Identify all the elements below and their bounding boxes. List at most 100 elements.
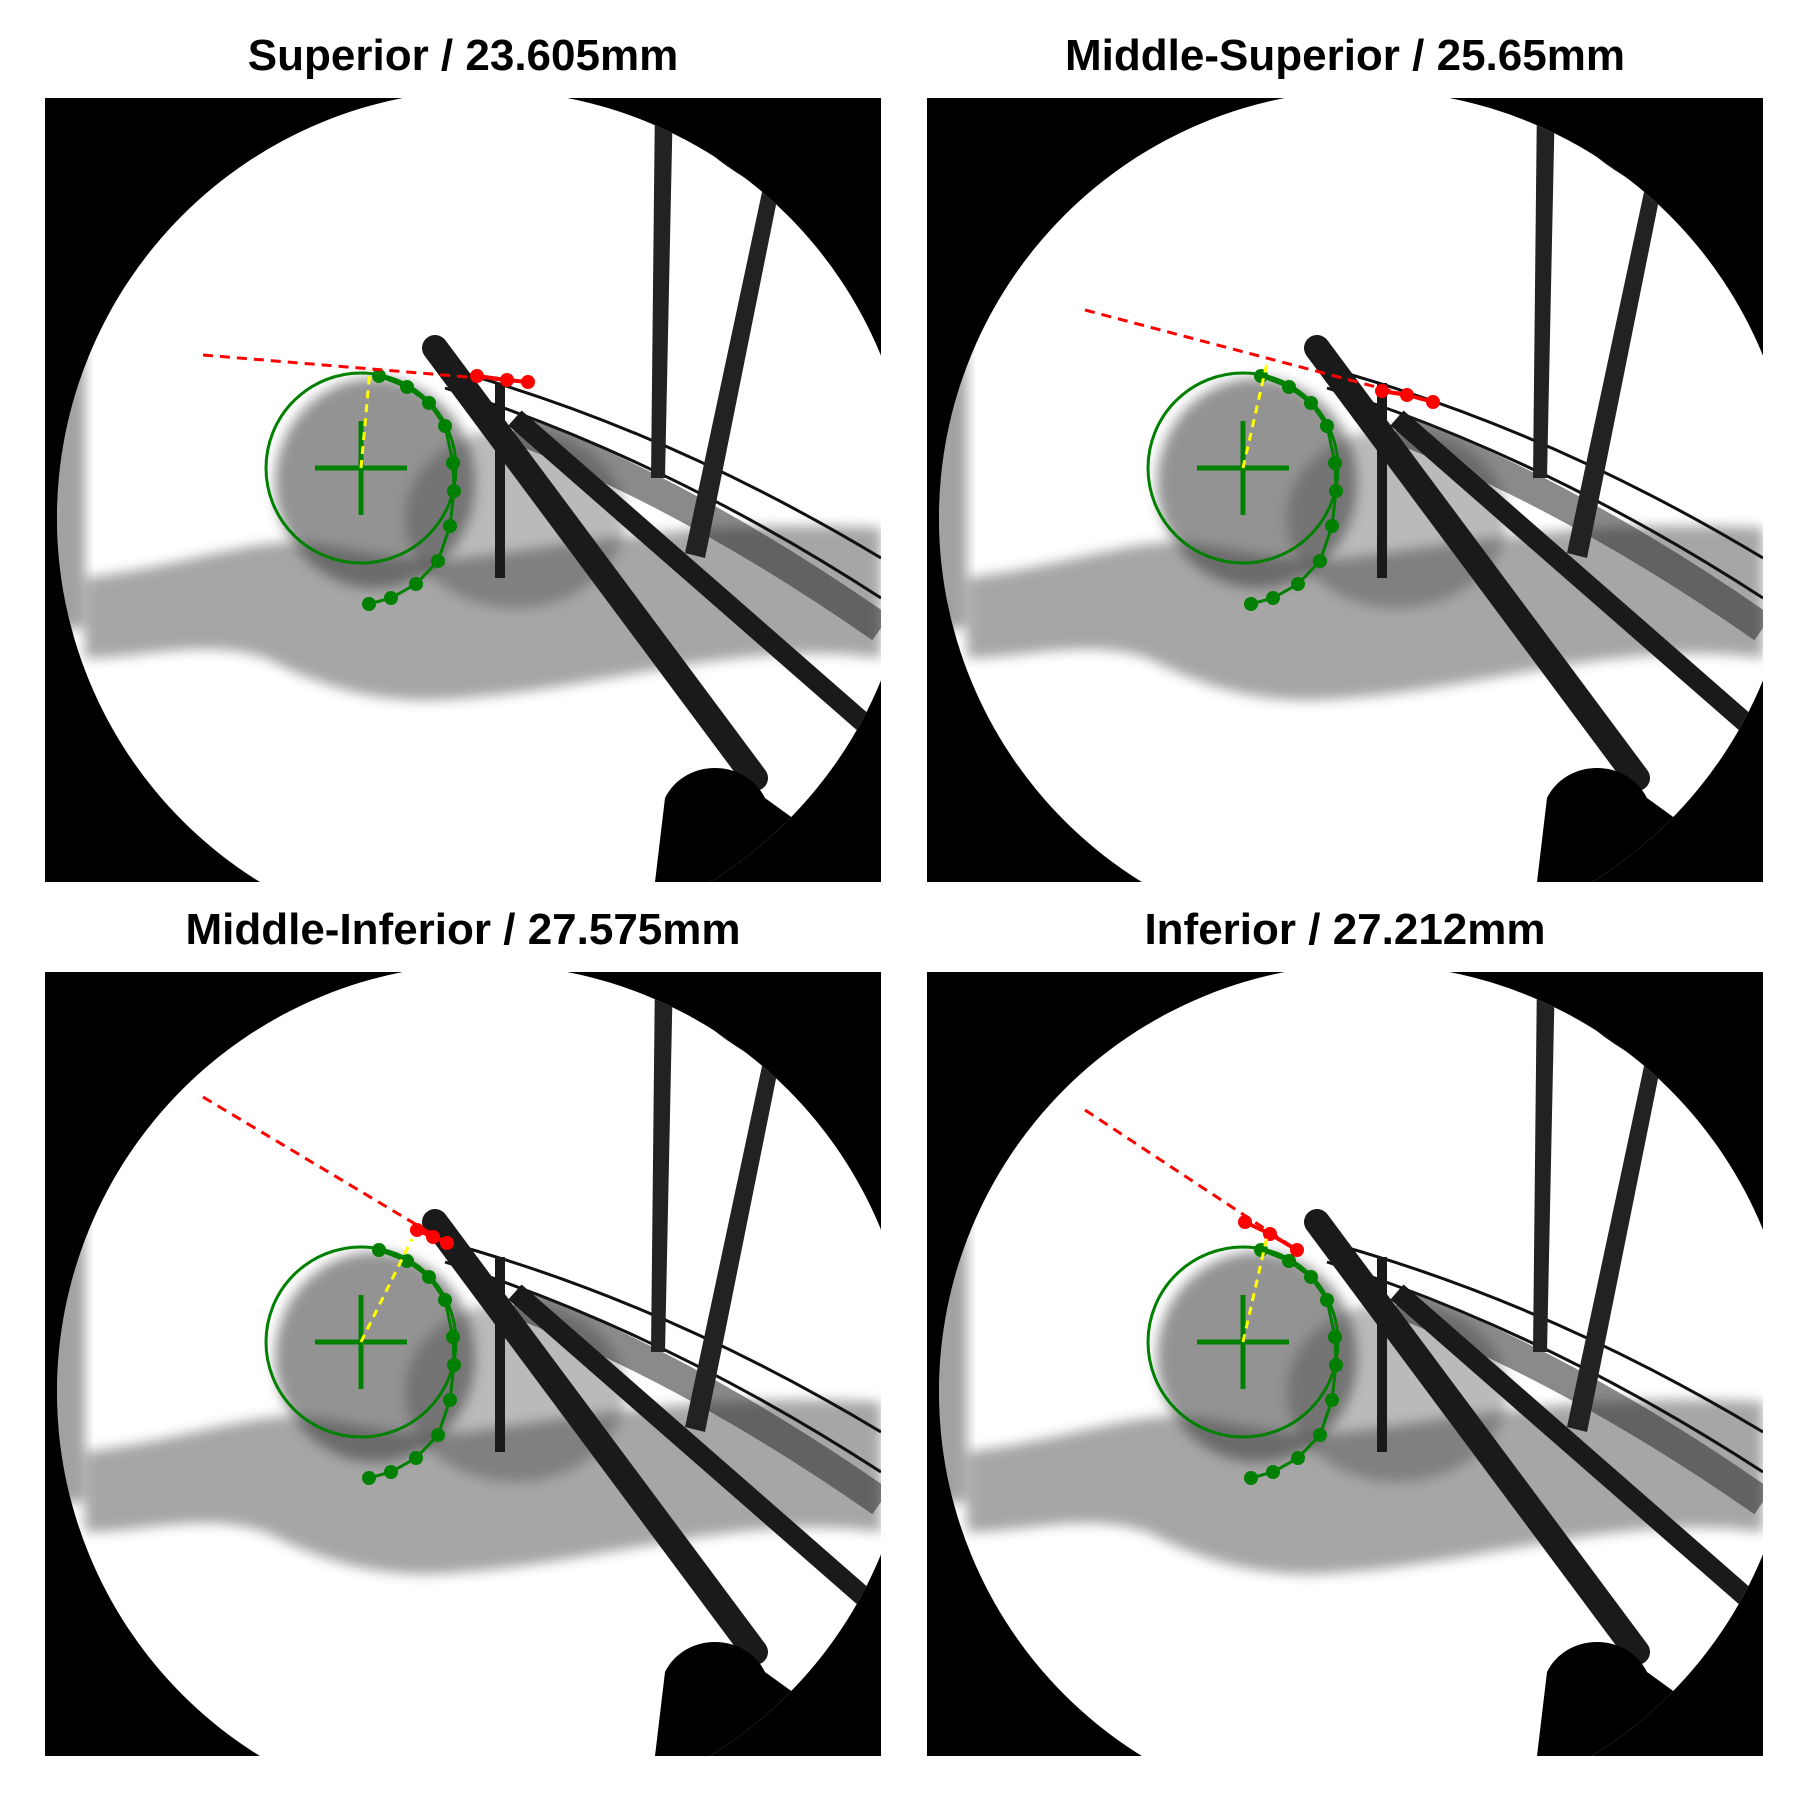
femoral-head-point	[1304, 1270, 1318, 1284]
femoral-head-point	[1328, 1330, 1342, 1344]
femoral-head-point	[1329, 484, 1343, 498]
acetabular-point	[426, 1230, 440, 1244]
femoral-head-point	[400, 1254, 414, 1268]
femoral-head-point	[438, 1293, 452, 1307]
femoral-head-point	[1329, 1358, 1343, 1372]
femoral-head-point	[1266, 591, 1280, 605]
measurement-overlay	[1084, 308, 1440, 611]
rod	[1390, 1284, 1763, 1620]
radius-line	[359, 369, 372, 469]
femoral-head-point	[1320, 419, 1334, 433]
rod	[422, 335, 768, 791]
femoral-head-point	[372, 369, 386, 383]
acetabular-point	[500, 373, 514, 387]
acetabular-point	[1290, 1243, 1304, 1257]
edge-shadow	[57, 1222, 85, 1502]
rod	[1304, 1209, 1650, 1665]
panel-title-middle-superior: Middle-Superior / 25.65mm	[1065, 31, 1625, 80]
acetabular-reference-line	[1084, 1108, 1298, 1252]
acetabular-reference-line	[202, 1095, 448, 1245]
femoral-head-point	[409, 577, 423, 591]
femoral-head-point	[1325, 1393, 1339, 1407]
femoral-head-point	[431, 554, 445, 568]
post	[651, 98, 673, 478]
notch	[1027, 972, 1117, 1062]
femoral-head-point	[1282, 1254, 1296, 1268]
femoral-head-point	[446, 1330, 460, 1344]
femoral-head-point	[1282, 380, 1296, 394]
xray-panel-superior	[45, 98, 881, 882]
post	[685, 178, 781, 558]
measurement-overlay	[202, 1095, 461, 1485]
post	[1533, 972, 1555, 1352]
femoral-head-point	[447, 484, 461, 498]
acetabular-point	[1263, 1227, 1277, 1241]
post	[685, 1052, 781, 1432]
femoral-head-point	[400, 380, 414, 394]
acetabular-point	[521, 375, 535, 389]
acetabular-point	[1426, 395, 1440, 409]
radius-line	[1241, 362, 1269, 469]
panel-title-inferior: Inferior / 27.212mm	[1144, 905, 1546, 954]
notch	[145, 972, 235, 1062]
notch	[1027, 98, 1117, 188]
femoral-head-point	[422, 1270, 436, 1284]
xray-panel-middle-inferior	[45, 972, 881, 1756]
femoral-head-point	[1320, 1293, 1334, 1307]
measurement-overlay	[1084, 1108, 1343, 1485]
xray-panel-middle-superior	[927, 98, 1763, 882]
rod	[508, 410, 881, 746]
xray-image	[939, 972, 1763, 1756]
femoral-head-point	[443, 519, 457, 533]
femoral-head-point	[1313, 1428, 1327, 1442]
edge-shadow	[57, 348, 85, 628]
post	[651, 972, 673, 1352]
femoral-head-point	[362, 597, 376, 611]
femoral-head-point	[422, 396, 436, 410]
femoral-head-point	[1325, 519, 1339, 533]
xray-panel-inferior	[927, 972, 1763, 1756]
post	[1567, 1052, 1663, 1432]
femoral-head-point	[446, 456, 460, 470]
femoral-head-point	[1328, 456, 1342, 470]
rod	[1304, 335, 1650, 791]
rod	[508, 1284, 881, 1620]
post	[1567, 178, 1663, 558]
edge-shadow	[939, 348, 967, 628]
radius-line	[359, 1238, 414, 1343]
acetabular-point	[470, 369, 484, 383]
acetabular-reference-line	[1084, 308, 1434, 404]
femoral-head-point	[1266, 1465, 1280, 1479]
femoral-head-point	[438, 419, 452, 433]
femoral-head-point	[1291, 577, 1305, 591]
femoral-head-point	[431, 1428, 445, 1442]
acetabular-reference-line	[202, 353, 529, 384]
radius-line	[1241, 1236, 1269, 1343]
femoral-head-point	[384, 1465, 398, 1479]
femoral-head-point	[1291, 1451, 1305, 1465]
acetabular-point	[410, 1223, 424, 1237]
femoral-head-point	[447, 1358, 461, 1372]
acetabular-point	[440, 1236, 454, 1250]
xray-image	[939, 98, 1763, 882]
post	[1533, 98, 1555, 478]
acetabular-point	[1375, 384, 1389, 398]
femoral-head-point	[1304, 396, 1318, 410]
femoral-head-point	[372, 1243, 386, 1257]
femoral-head-point	[1313, 554, 1327, 568]
rod	[422, 1209, 768, 1665]
measurement-overlay	[202, 353, 535, 611]
femoral-head-point	[384, 591, 398, 605]
notch	[145, 98, 235, 188]
rod	[1390, 410, 1763, 746]
acetabular-point	[1238, 1215, 1252, 1229]
xray-image	[57, 972, 881, 1756]
femoral-head-point	[362, 1471, 376, 1485]
panel-title-middle-inferior: Middle-Inferior / 27.575mm	[185, 905, 741, 954]
femoral-head-point	[409, 1451, 423, 1465]
femoral-head-point	[1244, 597, 1258, 611]
acetabular-point	[1400, 388, 1414, 402]
panel-title-superior: Superior / 23.605mm	[247, 31, 679, 80]
femoral-head-point	[1244, 1471, 1258, 1485]
xray-image	[57, 98, 881, 882]
